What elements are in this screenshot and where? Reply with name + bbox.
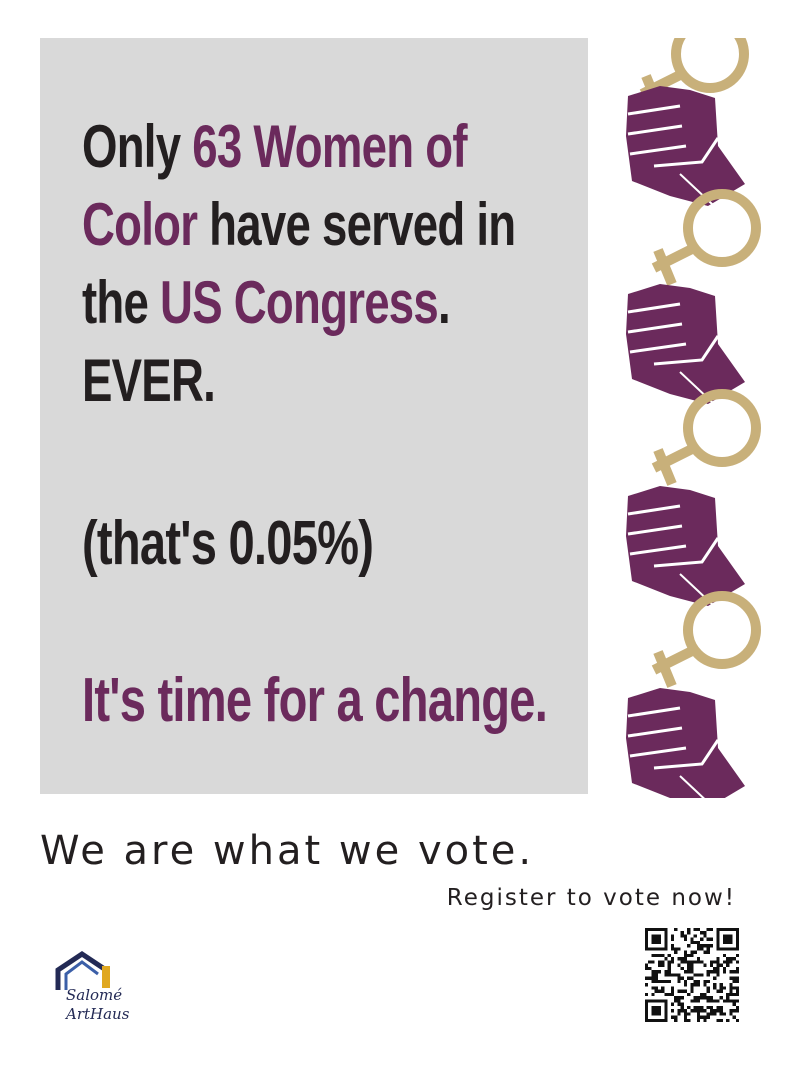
call-to-change: It's time for a change. xyxy=(82,666,548,735)
raised-fist-icon xyxy=(624,484,747,608)
highlight-us-congress: US Congress xyxy=(160,269,439,336)
slogan: We are what we vote. xyxy=(40,828,535,874)
highlight-63-women: 63 Women of xyxy=(192,113,467,180)
house-logo-icon xyxy=(55,950,110,990)
highlight-color: Color xyxy=(82,191,198,258)
headline: Only 63 Women of Color have served in th… xyxy=(82,108,516,420)
qr-code-icon[interactable] xyxy=(645,928,739,1022)
fist-venus-column xyxy=(624,38,770,798)
venus-symbol-icon xyxy=(654,194,756,284)
raised-fist-icon xyxy=(624,282,747,406)
percentage-text: (that's 0.05%) xyxy=(82,509,374,578)
headline-line-2: Color have served in xyxy=(82,191,516,258)
venus-symbol-icon xyxy=(654,394,756,484)
message-panel xyxy=(40,38,588,794)
brand-logo-text: Salomé ArtHaus xyxy=(66,986,130,1023)
venus-symbol-icon xyxy=(654,596,756,686)
raised-fist-icon xyxy=(624,686,747,798)
headline-line-1: Only 63 Women of xyxy=(82,113,468,180)
register-link[interactable]: Register to vote now! xyxy=(446,885,736,911)
raised-fist-icon xyxy=(624,84,747,208)
headline-line-3: the US Congress. xyxy=(82,269,451,336)
headline-line-4: EVER. xyxy=(82,347,216,414)
